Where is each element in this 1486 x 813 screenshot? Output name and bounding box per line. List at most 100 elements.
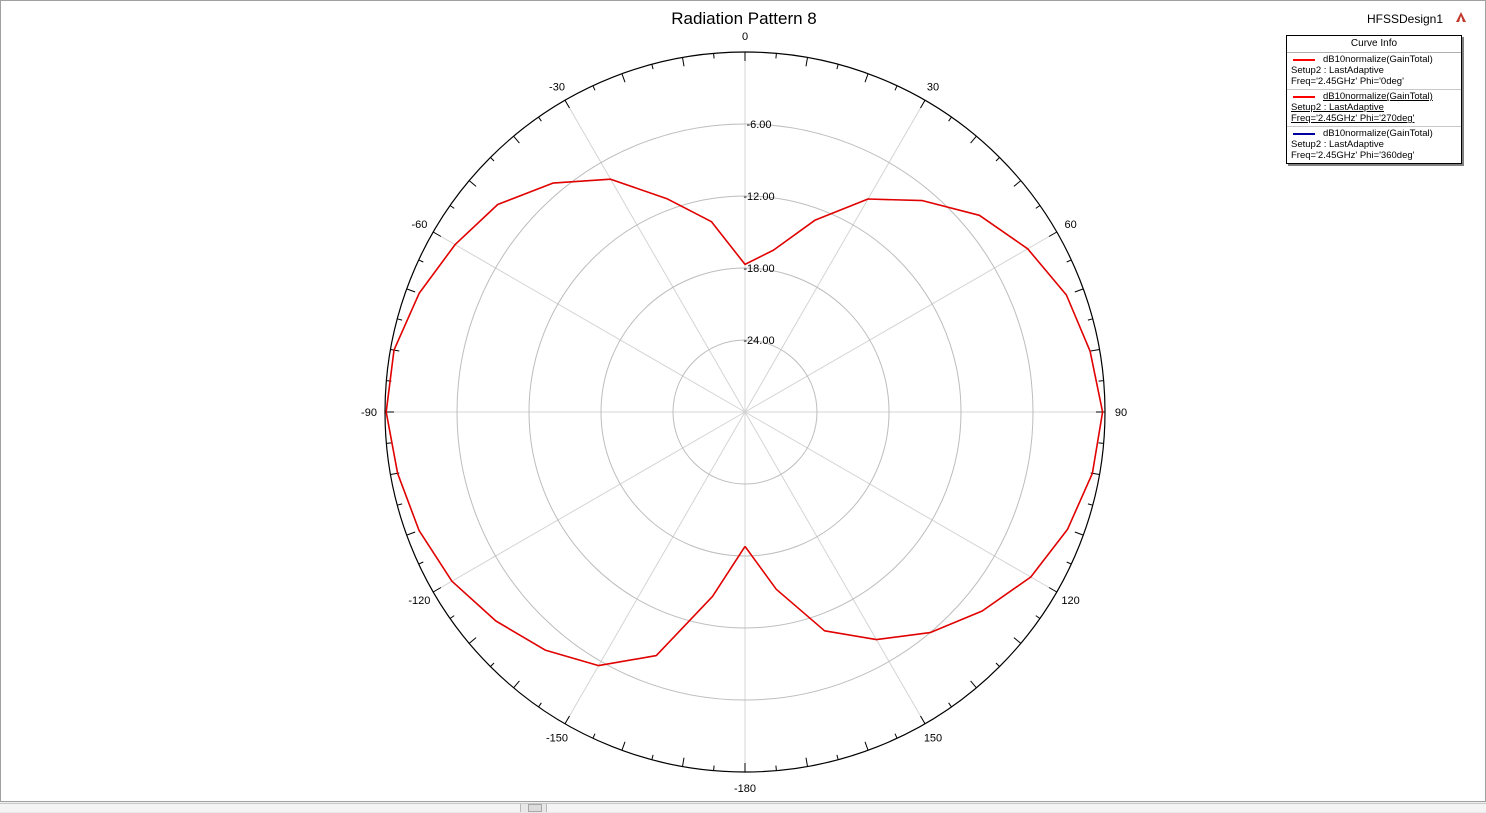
angle-tick-label: -180	[734, 783, 756, 795]
plot-title: Radiation Pattern 8	[671, 9, 817, 28]
design-name: HFSSDesign1	[1366, 12, 1443, 26]
angle-tick-mark	[1074, 531, 1084, 536]
angle-tick-mark	[592, 733, 596, 739]
legend-swatch	[1293, 58, 1315, 61]
legend-setup: Setup2 : LastAdaptive	[1291, 139, 1384, 150]
ring-gridline	[456, 123, 1034, 701]
scroll-thumb[interactable]	[528, 804, 542, 812]
legend-entry[interactable]: dB10normalize(GainTotal) Setup2 : LastAda…	[1287, 127, 1461, 163]
angle-tick-mark	[432, 231, 442, 237]
angle-tick-mark	[682, 57, 685, 67]
angle-tick-mark	[1074, 288, 1084, 293]
ansys-logo-icon	[1456, 12, 1466, 22]
angle-tick-mark	[970, 135, 977, 144]
angle-tick-label: 30	[927, 81, 939, 93]
radial-tick-label: -18.00	[743, 263, 774, 275]
curve-info-legend[interactable]: Curve Info dB10normalize(GainTotal) Setup…	[1286, 35, 1462, 164]
angle-tick-mark	[1035, 205, 1041, 209]
ring-gridline	[600, 267, 890, 557]
scroll-track[interactable]	[546, 804, 1486, 812]
angle-tick-label: 90	[1115, 407, 1127, 419]
radial-gridline	[432, 411, 746, 593]
angle-tick-mark	[682, 757, 685, 767]
angle-tick-label: 60	[1064, 219, 1076, 231]
angle-tick-label: 120	[1061, 595, 1079, 607]
angle-tick-mark	[948, 116, 952, 122]
legend-swatch	[1293, 132, 1315, 135]
angle-tick-mark	[490, 662, 495, 667]
angle-tick-mark	[418, 561, 424, 565]
angle-tick-mark	[621, 741, 626, 751]
angle-tick-mark	[970, 680, 977, 689]
angle-tick-label: -120	[408, 595, 430, 607]
angle-tick-mark	[397, 503, 403, 506]
radial-tick-label: -24.00	[743, 335, 774, 347]
angle-tick-mark	[836, 64, 839, 70]
legend-params: Freq='2.45GHz' Phi='360deg'	[1291, 150, 1415, 161]
legend-expression: dB10normalize(GainTotal)	[1323, 91, 1433, 102]
legend-entry[interactable]: dB10normalize(GainTotal) Setup2 : LastAda…	[1287, 53, 1461, 90]
angle-tick-label: 150	[924, 733, 942, 745]
angle-tick-mark	[864, 741, 869, 751]
angle-tick-mark	[948, 702, 952, 708]
legend-expression: dB10normalize(GainTotal)	[1323, 54, 1433, 65]
angle-tick-mark	[1090, 349, 1100, 352]
angle-tick-mark	[468, 180, 477, 187]
angle-tick-mark	[920, 715, 926, 725]
angle-tick-mark	[1087, 318, 1093, 321]
angle-tick-mark	[397, 318, 403, 321]
angle-tick-mark	[513, 680, 520, 689]
angle-tick-mark	[1013, 637, 1022, 644]
angle-tick-mark	[805, 757, 808, 767]
angle-tick-label: -150	[546, 733, 568, 745]
angle-tick-mark	[449, 615, 455, 619]
angle-tick-mark	[418, 259, 424, 263]
scroll-area-left[interactable]	[0, 804, 521, 812]
angle-tick-mark	[1048, 587, 1058, 593]
angle-tick-label: 0	[742, 31, 748, 43]
angle-tick-mark	[621, 73, 626, 83]
angle-tick-mark	[1066, 561, 1072, 565]
angle-tick-mark	[592, 85, 596, 91]
angle-tick-mark	[390, 349, 400, 352]
radial-gridline	[744, 411, 1058, 593]
radial-gridline	[432, 231, 746, 413]
radial-gridline	[744, 231, 1058, 413]
angle-tick-mark	[651, 64, 654, 70]
legend-title: Curve Info	[1287, 36, 1461, 53]
angle-tick-mark	[1066, 259, 1072, 263]
angle-tick-mark	[775, 765, 777, 771]
angle-tick-mark	[468, 637, 477, 644]
legend-swatch	[1293, 95, 1315, 98]
angle-tick-mark	[651, 754, 654, 760]
angle-tick-mark	[864, 73, 869, 83]
angle-tick-mark	[406, 288, 416, 293]
angle-tick-mark	[432, 587, 442, 593]
radial-gridline	[564, 411, 746, 725]
ring-gridline	[672, 339, 818, 485]
angle-tick-mark	[538, 116, 542, 122]
angle-tick-mark	[1087, 503, 1093, 506]
angle-tick-mark	[490, 157, 495, 162]
legend-entry[interactable]: dB10normalize(GainTotal) Setup2 : LastAda…	[1287, 90, 1461, 127]
legend-setup: Setup2 : LastAdaptive	[1291, 65, 1384, 76]
angle-tick-mark	[995, 157, 1000, 162]
angle-tick-mark	[406, 531, 416, 536]
angle-tick-mark	[1035, 615, 1041, 619]
angle-tick-mark	[894, 733, 898, 739]
legend-setup: Setup2 : LastAdaptive	[1291, 102, 1384, 113]
angle-tick-mark	[805, 57, 808, 67]
legend-params: Freq='2.45GHz' Phi='270deg'	[1291, 113, 1415, 124]
ring-gridline	[528, 195, 962, 629]
angle-tick-mark	[513, 135, 520, 144]
angle-tick-label: -30	[549, 81, 565, 93]
angle-tick-mark	[775, 53, 777, 59]
angle-tick-mark	[538, 702, 542, 708]
angle-tick-mark	[564, 715, 570, 725]
angle-tick-label: -90	[361, 407, 377, 419]
radial-tick-label: -12.00	[743, 191, 774, 203]
angle-tick-mark	[386, 442, 392, 444]
angle-tick-mark	[1098, 442, 1104, 444]
